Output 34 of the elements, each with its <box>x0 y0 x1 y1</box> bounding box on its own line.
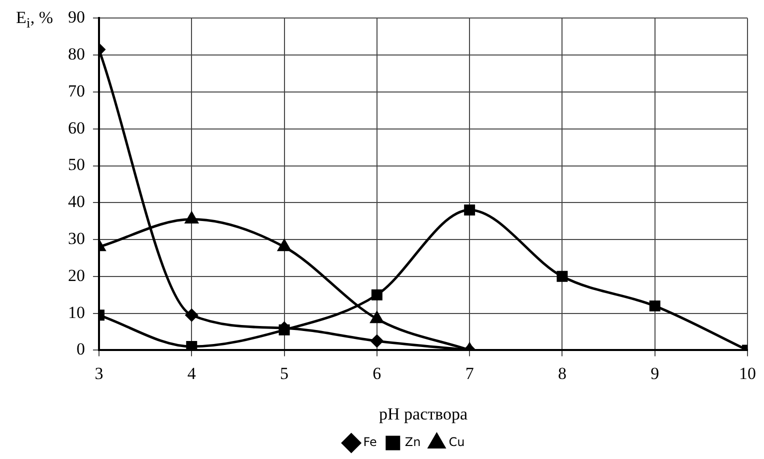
x-tick-label: 4 <box>187 364 196 383</box>
point <box>185 212 198 224</box>
y-tick-label: 70 <box>68 81 85 100</box>
x-tick-label: 5 <box>280 364 289 383</box>
y-tick-label: 60 <box>68 118 85 138</box>
point <box>370 334 384 348</box>
legend-label: Cu <box>448 435 465 450</box>
point <box>649 300 660 312</box>
legend-label: Zn <box>404 435 421 450</box>
y-tick-label: 30 <box>68 229 85 248</box>
point <box>185 308 198 322</box>
x-tick-label: 8 <box>558 364 566 383</box>
point <box>278 324 290 336</box>
x-axis-title: pH раствора <box>378 404 468 424</box>
y-tick-label: 10 <box>68 302 85 322</box>
point <box>186 341 198 350</box>
legend-label: Fe <box>363 435 377 450</box>
y-axis-title: E$_{i}$, % <box>16 8 53 32</box>
x-tick-label: 10 <box>739 364 756 383</box>
x-tick-label: 6 <box>372 364 382 383</box>
x-tick-label: 9 <box>650 364 660 383</box>
y-tick-label: 40 <box>68 192 85 212</box>
point <box>278 240 291 252</box>
y-tick-label: 80 <box>68 44 85 64</box>
point <box>464 204 476 216</box>
point <box>370 312 384 324</box>
y-tick-label: 20 <box>68 266 85 285</box>
y-tick-label: 50 <box>68 155 85 174</box>
y-tick-label: 0 <box>76 340 85 359</box>
point <box>556 270 568 282</box>
y-tick-label: 90 <box>68 8 85 27</box>
point <box>371 289 382 300</box>
x-tick-label: 3 <box>94 364 104 383</box>
x-tick-label: 7 <box>465 364 474 383</box>
